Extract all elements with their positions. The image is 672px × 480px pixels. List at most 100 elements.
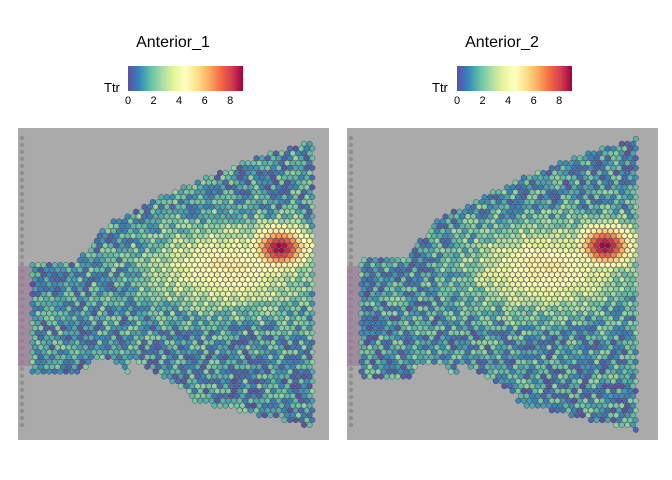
spot: [504, 310, 510, 317]
spot: [453, 320, 460, 326]
spot: [607, 189, 614, 196]
spot: [177, 305, 184, 312]
spot: [149, 315, 156, 322]
spot: [172, 189, 179, 196]
spot: [281, 213, 288, 220]
spot: [540, 402, 547, 409]
spot: [627, 349, 634, 356]
fiducial-dot: [348, 219, 354, 225]
spot: [476, 310, 482, 317]
spot: [281, 359, 288, 365]
spot: [543, 397, 550, 404]
spot: [222, 296, 229, 302]
spot: [194, 189, 201, 196]
spot: [576, 232, 583, 239]
spot: [191, 252, 198, 259]
spot: [200, 228, 207, 234]
spot: [119, 232, 125, 239]
spot: [127, 305, 134, 312]
spot: [278, 179, 285, 186]
spot: [186, 213, 193, 220]
spot: [604, 320, 611, 326]
spot: [270, 223, 277, 229]
spot: [618, 208, 625, 215]
spot: [119, 242, 125, 249]
spot: [203, 359, 209, 365]
spot: [219, 213, 226, 220]
spot: [588, 252, 594, 259]
spot: [239, 383, 246, 390]
spot: [616, 320, 622, 326]
spot: [610, 252, 617, 259]
spot: [481, 213, 488, 220]
spot: [414, 320, 421, 326]
spot: [147, 359, 153, 365]
spot: [512, 237, 519, 244]
spot: [576, 368, 583, 375]
spot: [428, 247, 435, 254]
spot: [281, 388, 288, 394]
spot: [200, 237, 207, 244]
spot: [414, 252, 421, 259]
spot: [287, 184, 293, 191]
spot: [233, 169, 240, 176]
spot: [560, 368, 566, 375]
spot: [624, 218, 631, 225]
spot: [554, 349, 561, 356]
spot: [551, 266, 558, 273]
spot: [518, 199, 524, 205]
spot: [548, 349, 555, 356]
spot: [239, 373, 246, 380]
spot: [596, 169, 603, 176]
spot: [289, 150, 296, 157]
spot: [217, 344, 223, 351]
spot: [568, 334, 575, 341]
spot: [158, 349, 165, 356]
spot: [161, 296, 167, 302]
spot: [77, 334, 83, 341]
spot: [397, 271, 404, 278]
spot: [551, 218, 558, 225]
spot: [588, 203, 594, 210]
spot: [303, 174, 310, 181]
spot: [375, 300, 382, 307]
spot: [208, 281, 215, 288]
spot: [197, 223, 204, 229]
spot: [616, 184, 622, 191]
spot: [504, 368, 510, 375]
spot: [253, 407, 260, 414]
spot: [169, 242, 176, 249]
spot: [492, 291, 499, 297]
spot: [191, 213, 198, 220]
spot: [205, 199, 212, 205]
spot: [621, 320, 628, 326]
spot: [116, 344, 123, 351]
spot: [453, 213, 460, 220]
spot: [175, 223, 181, 229]
spot: [301, 344, 307, 351]
spot: [161, 199, 167, 205]
spot: [105, 286, 111, 293]
spot: [242, 291, 249, 297]
spot: [29, 271, 36, 278]
spot: [217, 315, 223, 322]
spot: [632, 184, 639, 191]
spot: [71, 344, 78, 351]
spot: [602, 257, 608, 263]
spot: [158, 262, 165, 268]
spot: [632, 329, 639, 336]
spot: [93, 247, 100, 254]
spot: [163, 194, 170, 200]
spot: [259, 339, 265, 346]
fiducial-dot: [19, 373, 25, 379]
spot: [301, 150, 307, 157]
spot: [147, 310, 153, 317]
spot: [554, 165, 561, 171]
spot: [191, 359, 198, 365]
spot: [627, 417, 634, 423]
spot: [93, 286, 100, 293]
spot: [453, 271, 460, 278]
spot: [534, 344, 541, 351]
spot: [621, 252, 628, 259]
spot: [295, 305, 302, 312]
